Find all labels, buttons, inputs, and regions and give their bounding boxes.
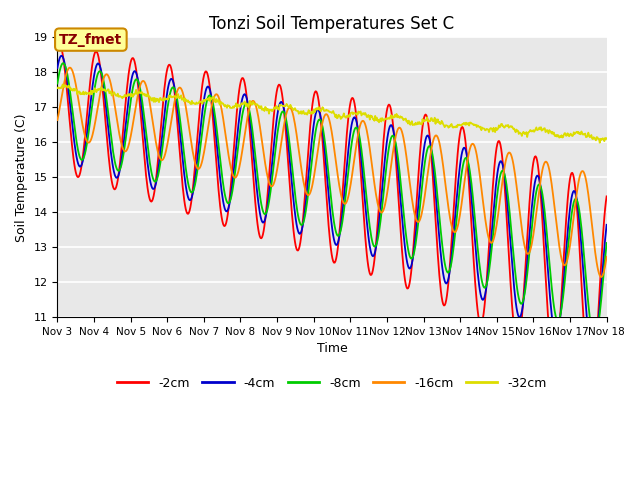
Title: Tonzi Soil Temperatures Set C: Tonzi Soil Temperatures Set C (209, 15, 454, 33)
Y-axis label: Soil Temperature (C): Soil Temperature (C) (15, 113, 28, 241)
Text: TZ_fmet: TZ_fmet (60, 33, 122, 47)
X-axis label: Time: Time (317, 342, 348, 356)
Legend: -2cm, -4cm, -8cm, -16cm, -32cm: -2cm, -4cm, -8cm, -16cm, -32cm (112, 372, 552, 395)
